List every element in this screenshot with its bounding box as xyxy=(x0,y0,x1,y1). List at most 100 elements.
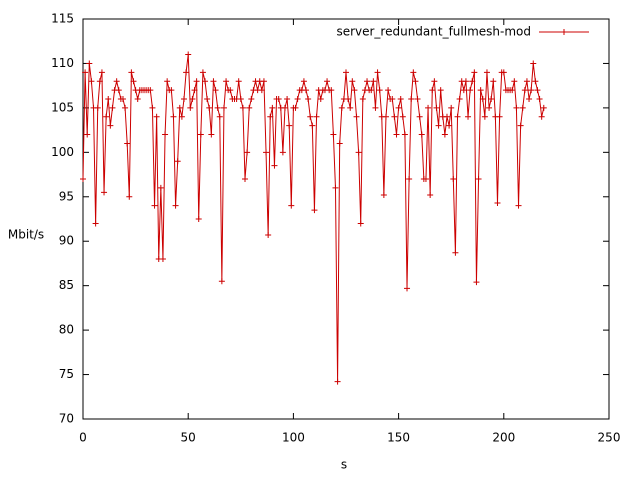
point-marker xyxy=(92,220,99,227)
point-marker xyxy=(355,149,362,156)
point-marker xyxy=(374,69,381,76)
point-marker xyxy=(515,202,522,209)
point-marker xyxy=(109,104,116,111)
point-marker xyxy=(399,113,406,120)
point-marker xyxy=(157,184,164,191)
point-marker xyxy=(343,69,349,76)
point-marker xyxy=(107,122,114,129)
point-marker xyxy=(195,216,202,222)
point-marker xyxy=(401,131,408,138)
y-tick-label: 70 xyxy=(59,412,74,426)
point-marker xyxy=(197,131,204,138)
point-marker xyxy=(532,78,539,85)
point-marker xyxy=(433,104,440,111)
point-marker xyxy=(483,69,490,76)
point-marker xyxy=(496,113,503,120)
point-marker xyxy=(528,87,535,94)
point-marker xyxy=(220,104,227,111)
x-tick-label: 100 xyxy=(282,431,305,445)
point-marker xyxy=(511,78,518,85)
point-marker xyxy=(84,131,91,138)
plot-frame xyxy=(82,18,610,420)
point-marker xyxy=(477,87,484,94)
point-marker xyxy=(410,69,417,76)
point-marker xyxy=(193,78,200,85)
point-marker xyxy=(412,78,419,85)
point-marker xyxy=(199,69,206,76)
point-marker xyxy=(82,69,89,76)
point-marker xyxy=(119,96,126,102)
point-marker xyxy=(235,78,242,85)
point-marker xyxy=(462,78,469,85)
point-marker xyxy=(427,192,434,198)
point-marker xyxy=(519,104,526,111)
point-marker xyxy=(311,207,318,214)
point-marker xyxy=(223,78,230,85)
point-marker xyxy=(202,78,209,85)
point-marker xyxy=(523,78,530,85)
point-marker xyxy=(281,104,288,111)
point-marker xyxy=(448,104,455,111)
point-marker xyxy=(244,149,251,156)
point-marker xyxy=(159,256,166,262)
point-marker xyxy=(500,69,507,76)
point-marker xyxy=(526,96,533,102)
point-marker xyxy=(328,87,335,94)
point-marker xyxy=(300,78,307,85)
point-marker xyxy=(465,113,472,120)
point-marker xyxy=(239,104,246,111)
point-marker xyxy=(486,104,493,111)
point-marker xyxy=(101,189,108,196)
point-marker xyxy=(258,87,265,94)
point-marker xyxy=(330,131,337,138)
point-marker xyxy=(332,184,339,191)
point-marker xyxy=(357,220,364,227)
point-marker xyxy=(429,87,436,94)
point-marker xyxy=(473,279,480,286)
x-tick-label: 0 xyxy=(79,431,87,445)
point-marker xyxy=(162,131,169,138)
point-marker xyxy=(113,78,120,85)
point-marker xyxy=(359,96,366,102)
point-marker xyxy=(446,122,453,129)
point-marker xyxy=(269,104,276,111)
x-axis-label: s xyxy=(341,458,347,472)
point-marker xyxy=(288,202,295,209)
point-marker xyxy=(279,149,286,156)
point-marker xyxy=(98,69,105,76)
point-marker xyxy=(385,87,392,94)
point-marker xyxy=(122,104,129,111)
point-marker xyxy=(189,96,196,102)
point-marker xyxy=(263,149,270,156)
point-marker xyxy=(494,200,501,206)
point-marker xyxy=(450,176,457,182)
point-marker xyxy=(530,60,537,67)
point-marker xyxy=(206,104,213,111)
point-marker xyxy=(267,113,274,120)
point-marker xyxy=(210,78,217,85)
point-marker xyxy=(370,78,377,85)
point-marker xyxy=(313,113,320,120)
point-marker xyxy=(286,122,293,129)
point-marker xyxy=(368,87,375,94)
point-marker xyxy=(294,96,301,102)
point-marker xyxy=(237,96,244,102)
point-marker xyxy=(130,78,137,85)
point-marker xyxy=(124,140,131,147)
point-marker xyxy=(88,78,95,85)
point-marker xyxy=(353,113,360,120)
point-marker xyxy=(425,104,432,111)
y-tick-label: 80 xyxy=(59,323,74,337)
point-marker xyxy=(214,104,221,111)
point-marker xyxy=(414,96,421,102)
y-tick-label: 90 xyxy=(59,234,74,248)
point-marker xyxy=(246,104,253,111)
point-marker xyxy=(372,104,379,111)
point-marker xyxy=(149,104,156,111)
point-marker xyxy=(307,113,314,120)
point-marker xyxy=(338,104,345,111)
y-tick-label: 105 xyxy=(51,100,74,114)
point-marker xyxy=(471,69,478,76)
point-marker xyxy=(96,78,103,85)
point-marker xyxy=(147,87,154,94)
